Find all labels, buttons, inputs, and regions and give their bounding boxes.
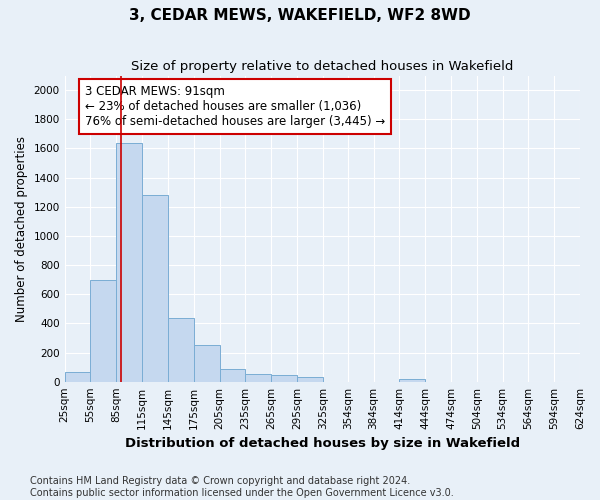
- Title: Size of property relative to detached houses in Wakefield: Size of property relative to detached ho…: [131, 60, 514, 73]
- Bar: [194, 344, 220, 382]
- Bar: [65, 372, 91, 382]
- Bar: [116, 142, 142, 382]
- Bar: [271, 375, 297, 382]
- Y-axis label: Number of detached properties: Number of detached properties: [15, 136, 28, 322]
- Bar: [400, 379, 425, 382]
- X-axis label: Distribution of detached houses by size in Wakefield: Distribution of detached houses by size …: [125, 437, 520, 450]
- Text: 3 CEDAR MEWS: 91sqm
← 23% of detached houses are smaller (1,036)
76% of semi-det: 3 CEDAR MEWS: 91sqm ← 23% of detached ho…: [85, 84, 386, 128]
- Bar: [91, 280, 116, 382]
- Bar: [220, 368, 245, 382]
- Text: 3, CEDAR MEWS, WAKEFIELD, WF2 8WD: 3, CEDAR MEWS, WAKEFIELD, WF2 8WD: [129, 8, 471, 22]
- Bar: [245, 374, 271, 382]
- Bar: [297, 378, 323, 382]
- Text: Contains HM Land Registry data © Crown copyright and database right 2024.
Contai: Contains HM Land Registry data © Crown c…: [30, 476, 454, 498]
- Bar: [142, 195, 168, 382]
- Bar: [168, 318, 194, 382]
